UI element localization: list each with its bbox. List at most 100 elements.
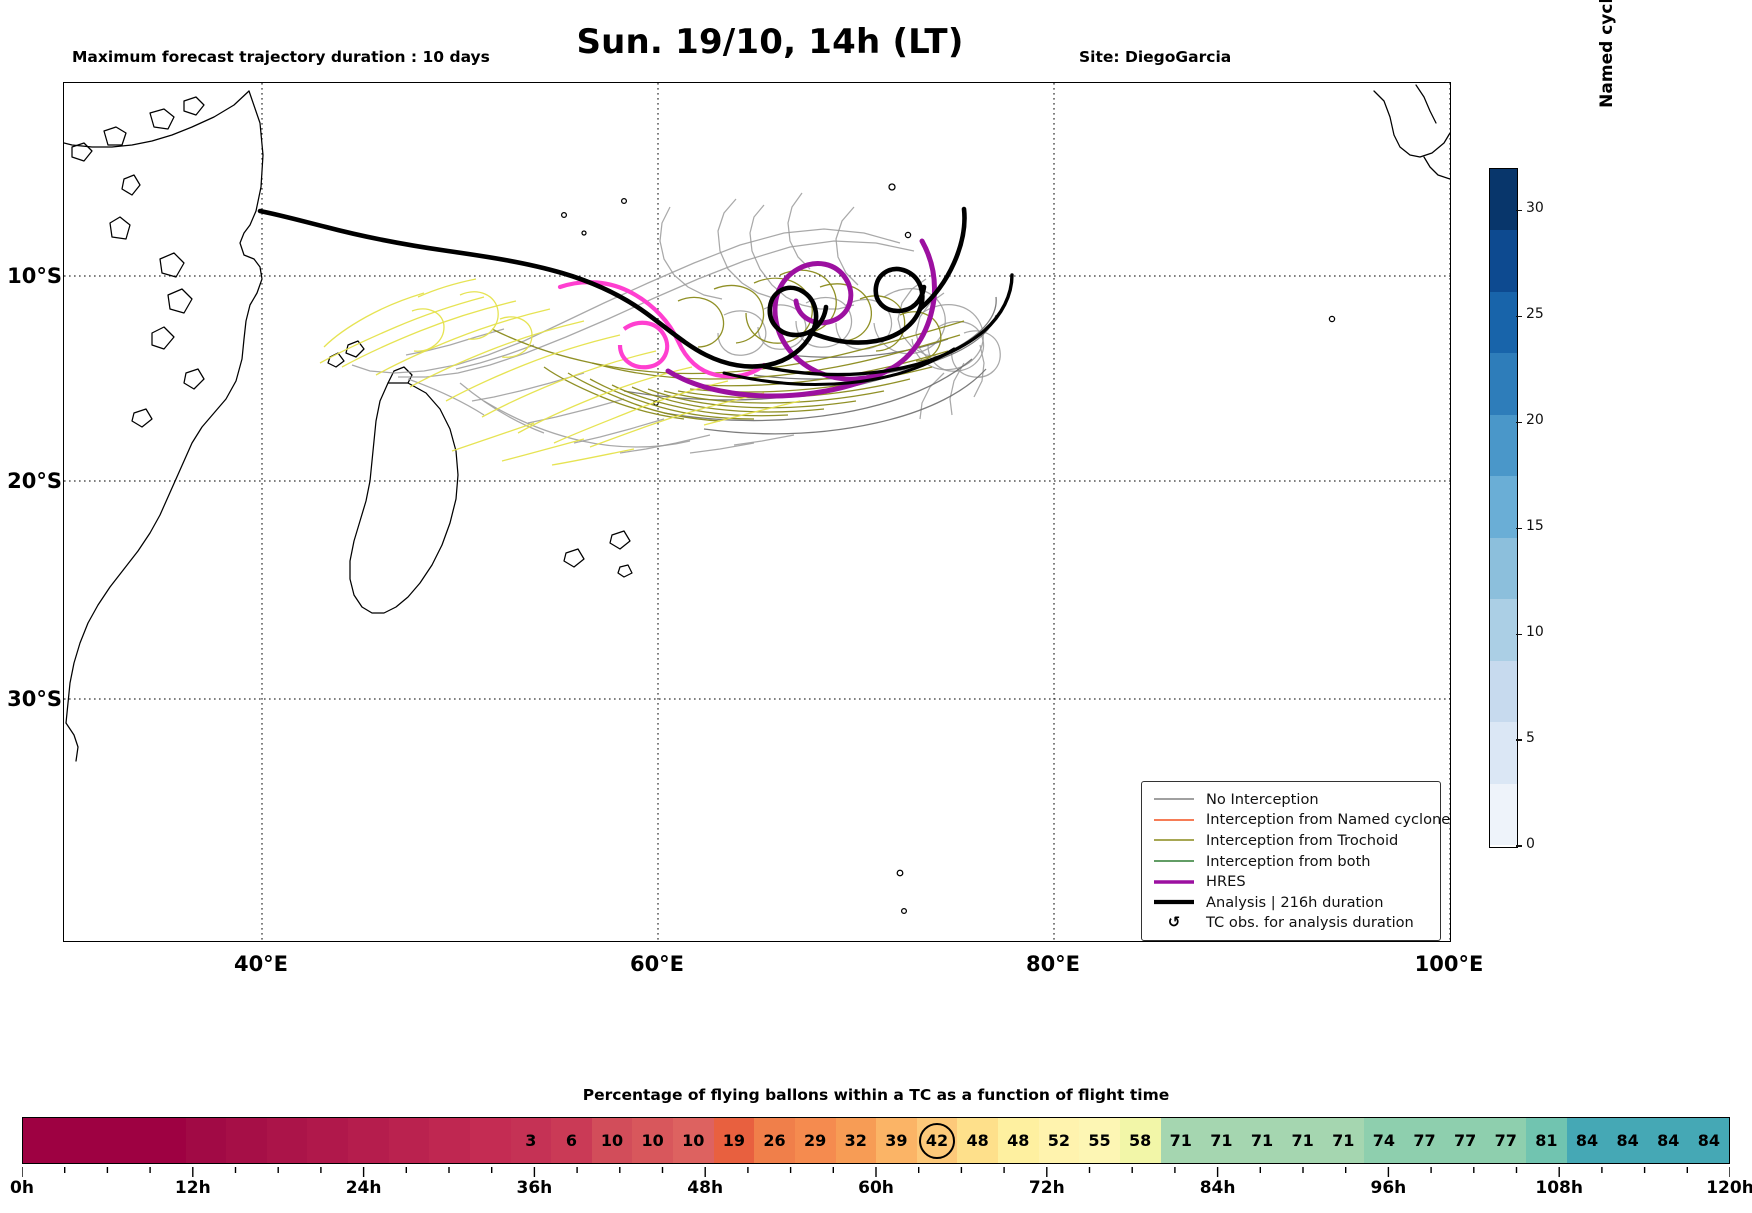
- legend-label: No Interception: [1206, 790, 1319, 808]
- percentage-cell[interactable]: 71: [1323, 1118, 1364, 1163]
- flight-time-tick-label: 96h: [1370, 1178, 1407, 1198]
- percentage-cell[interactable]: [144, 1118, 186, 1163]
- percentage-cell[interactable]: 84: [1648, 1118, 1689, 1163]
- percentage-cell[interactable]: 48: [998, 1118, 1039, 1163]
- gefs-colorbar-band: [1490, 353, 1517, 415]
- percentage-value: 84: [1697, 1131, 1721, 1150]
- flight-time-tick-label: 72h: [1028, 1178, 1065, 1198]
- legend-label: TC obs. for analysis duration: [1206, 914, 1414, 932]
- percentage-cell[interactable]: 42: [916, 1118, 958, 1163]
- legend-item-no-interception[interactable]: No Interception: [1150, 789, 1431, 810]
- percentage-cell[interactable]: 29: [794, 1118, 836, 1163]
- percentage-value: 10: [682, 1131, 705, 1150]
- gefs-colorbar-band: [1490, 783, 1517, 845]
- percentage-cell[interactable]: 10: [591, 1118, 633, 1163]
- percentage-cell[interactable]: 77: [1404, 1118, 1445, 1163]
- gefs-colorbar-tick-label: 15: [1526, 518, 1544, 535]
- legend-label: Interception from Named cyclone: [1206, 811, 1451, 829]
- hres-track-pink: [557, 280, 767, 379]
- percentage-value: 52: [1047, 1131, 1071, 1150]
- percentage-cell[interactable]: [388, 1118, 430, 1163]
- percentage-value: 32: [844, 1131, 867, 1150]
- gefs-colorbar-tickmark: [1516, 739, 1522, 741]
- percentage-bar[interactable]: 3 6 10 10 10 19 26 29 32 39 42 48 48 52 55 58 71 71 71 71 71…: [22, 1117, 1730, 1164]
- percentage-cell[interactable]: 77: [1444, 1118, 1486, 1163]
- percentage-cell[interactable]: 10: [632, 1118, 673, 1163]
- analysis-track: [257, 206, 1014, 387]
- flight-time-tick-label: 60h: [858, 1178, 894, 1198]
- percentage-cell[interactable]: 71: [1201, 1118, 1242, 1163]
- percentage-value: 26: [763, 1131, 786, 1150]
- percentage-value: 6: [565, 1131, 577, 1150]
- percentage-cell[interactable]: [469, 1118, 511, 1163]
- percentage-cell[interactable]: 84: [1566, 1118, 1608, 1163]
- gefs-colorbar-tickmark: [1516, 421, 1522, 423]
- percentage-value: 77: [1454, 1131, 1477, 1150]
- percentage-value: 10: [641, 1131, 664, 1150]
- legend-swatch-named-cyclone: [1150, 816, 1198, 824]
- percentage-cell[interactable]: [185, 1118, 227, 1163]
- percentage-cell[interactable]: 32: [835, 1118, 877, 1163]
- current-time-marker: [919, 1122, 956, 1159]
- percentage-cell[interactable]: 84: [1607, 1118, 1648, 1163]
- percentage-cell[interactable]: [429, 1118, 470, 1163]
- legend-item-hres[interactable]: HRES: [1150, 871, 1431, 892]
- percentage-cell[interactable]: [266, 1118, 308, 1163]
- percentage-value: 77: [1413, 1131, 1436, 1150]
- map-graticule: [64, 83, 1450, 941]
- legend-item-interception-trochoid[interactable]: Interception from Trochoid: [1150, 830, 1431, 851]
- percentage-cell[interactable]: 84: [1688, 1118, 1730, 1163]
- percentage-value: 48: [966, 1131, 989, 1150]
- percentage-cell[interactable]: [307, 1118, 348, 1163]
- percentage-cell[interactable]: 6: [551, 1118, 592, 1163]
- flight-time-tick-labels: 0h 12h 24h 36h 48h 60h 72h 84h 96h 108h 120h: [0, 1178, 1752, 1204]
- percentage-value: 19: [722, 1131, 746, 1150]
- legend-item-tc-observation[interactable]: ↺ TC obs. for analysis duration: [1150, 913, 1431, 934]
- percentage-cell[interactable]: [226, 1118, 267, 1163]
- percentage-cell[interactable]: 39: [876, 1118, 917, 1163]
- percentage-cell[interactable]: 58: [1119, 1118, 1161, 1163]
- percentage-value: 77: [1494, 1131, 1517, 1150]
- percentage-cell[interactable]: [104, 1118, 145, 1163]
- percentage-cell[interactable]: 71: [1160, 1118, 1202, 1163]
- percentage-cell[interactable]: 55: [1079, 1118, 1120, 1163]
- percentage-value: 55: [1088, 1131, 1111, 1150]
- gefs-colorbar[interactable]: [1489, 168, 1518, 848]
- percentage-cell[interactable]: 48: [957, 1118, 998, 1163]
- percentage-cell[interactable]: 26: [754, 1118, 795, 1163]
- percentage-cell[interactable]: 3: [510, 1118, 552, 1163]
- percentage-value: 10: [600, 1131, 624, 1150]
- percentage-cell[interactable]: 71: [1241, 1118, 1283, 1163]
- gefs-colorbar-band: [1490, 599, 1517, 661]
- percentage-cell[interactable]: 52: [1038, 1118, 1080, 1163]
- gefs-colorbar-tick-label: 25: [1526, 306, 1544, 323]
- gefs-colorbar-band: [1490, 537, 1517, 600]
- percentage-cell[interactable]: 71: [1282, 1118, 1323, 1163]
- map-coastlines: [64, 84, 1450, 915]
- legend-item-interception-named-cyclone[interactable]: Interception from Named cyclone: [1150, 810, 1450, 831]
- flight-time-tick-label: 84h: [1199, 1178, 1236, 1198]
- legend-label: HRES: [1206, 873, 1246, 891]
- gefs-colorbar-title: Named cyclones forecast - Number of GEFS…: [1597, 0, 1621, 170]
- percentage-cell[interactable]: [23, 1118, 64, 1163]
- gefs-colorbar-tick-label: 0: [1526, 836, 1535, 852]
- percentage-value: 71: [1169, 1131, 1192, 1150]
- percentage-cell[interactable]: 74: [1363, 1118, 1405, 1163]
- percentage-value: 71: [1210, 1131, 1233, 1150]
- legend-item-analysis[interactable]: Analysis | 216h duration: [1150, 892, 1431, 913]
- percentage-value: 42: [925, 1131, 949, 1150]
- percentage-cell[interactable]: 77: [1485, 1118, 1527, 1163]
- percentage-cell[interactable]: 81: [1526, 1118, 1567, 1163]
- legend-label: Interception from Trochoid: [1206, 831, 1399, 849]
- percentage-value: 84: [1575, 1131, 1599, 1150]
- percentage-cell[interactable]: [63, 1118, 105, 1163]
- map-legend: No Interception Interception from Named …: [1141, 781, 1450, 942]
- flight-time-tick-label: 12h: [174, 1178, 211, 1198]
- lat-tick-20S: 20°S: [7, 469, 62, 493]
- percentage-cell[interactable]: 19: [713, 1118, 755, 1163]
- percentage-cell[interactable]: 10: [673, 1118, 714, 1163]
- percentage-cell[interactable]: [348, 1118, 389, 1163]
- legend-item-interception-both[interactable]: Interception from both: [1150, 851, 1431, 872]
- gefs-colorbar-tick-label: 5: [1526, 730, 1535, 747]
- legend-swatch-analysis: [1150, 898, 1198, 906]
